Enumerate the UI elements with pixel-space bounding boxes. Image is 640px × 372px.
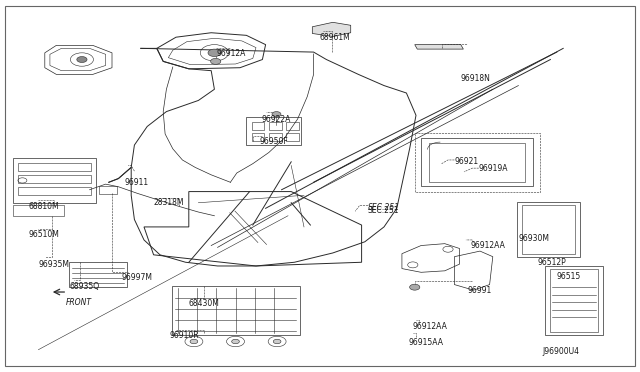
Bar xyxy=(172,286,300,335)
Bar xyxy=(269,133,282,141)
Polygon shape xyxy=(312,22,351,36)
Circle shape xyxy=(211,58,221,64)
Text: 68935Q: 68935Q xyxy=(69,282,99,291)
Text: 96512P: 96512P xyxy=(538,258,566,267)
Bar xyxy=(286,133,299,141)
Circle shape xyxy=(272,112,281,117)
Bar xyxy=(269,122,282,130)
Text: 96950F: 96950F xyxy=(259,137,288,146)
Bar xyxy=(18,175,91,183)
Text: FRONT: FRONT xyxy=(66,298,92,307)
Bar xyxy=(252,122,264,130)
Text: 96991: 96991 xyxy=(467,286,492,295)
Bar xyxy=(13,158,96,203)
Circle shape xyxy=(77,57,87,62)
Bar xyxy=(18,163,91,171)
Circle shape xyxy=(273,339,281,344)
Circle shape xyxy=(410,284,420,290)
Polygon shape xyxy=(415,45,463,49)
Text: 28318M: 28318M xyxy=(154,198,184,207)
Text: 96918N: 96918N xyxy=(461,74,491,83)
Text: 96921: 96921 xyxy=(454,157,479,166)
Bar xyxy=(246,117,301,145)
Text: J96900U4: J96900U4 xyxy=(543,347,580,356)
Text: 96912AA: 96912AA xyxy=(413,322,447,331)
Bar xyxy=(517,202,580,257)
Text: 96910R: 96910R xyxy=(170,331,199,340)
Bar xyxy=(429,143,525,182)
Bar xyxy=(252,133,264,141)
Text: 96935M: 96935M xyxy=(38,260,69,269)
Text: 96930M: 96930M xyxy=(518,234,549,243)
Text: 96997M: 96997M xyxy=(122,273,152,282)
Text: 68810M: 68810M xyxy=(29,202,60,211)
Text: 68430M: 68430M xyxy=(189,299,220,308)
Text: SEC.251: SEC.251 xyxy=(368,203,400,212)
Bar xyxy=(99,186,117,194)
Text: SEC.251: SEC.251 xyxy=(368,206,399,215)
Circle shape xyxy=(232,339,239,344)
Bar xyxy=(286,122,299,130)
Circle shape xyxy=(190,339,198,344)
Text: 96510M: 96510M xyxy=(29,230,60,239)
Circle shape xyxy=(208,49,221,57)
Text: 96911: 96911 xyxy=(125,178,149,187)
Text: 96912A: 96912A xyxy=(216,49,246,58)
Text: 96915AA: 96915AA xyxy=(408,339,444,347)
Bar xyxy=(18,187,91,195)
Bar xyxy=(421,138,533,186)
Bar xyxy=(522,205,575,254)
Text: 96922A: 96922A xyxy=(261,115,291,124)
Text: 96912AA: 96912AA xyxy=(470,241,505,250)
Bar xyxy=(550,269,598,332)
Text: 96515: 96515 xyxy=(557,272,581,280)
Text: 96919A: 96919A xyxy=(479,164,508,173)
Bar xyxy=(545,266,603,335)
Bar xyxy=(69,262,127,287)
Text: 68961M: 68961M xyxy=(320,33,351,42)
